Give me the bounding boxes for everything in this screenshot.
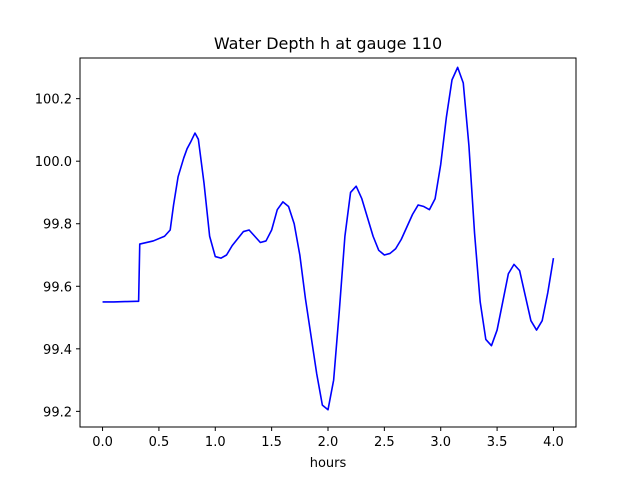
x-tick-label: 4.0	[543, 435, 564, 450]
x-tick-label: 2.5	[374, 435, 395, 450]
x-tick-label: 3.5	[487, 435, 508, 450]
y-tick-label: 99.8	[43, 218, 72, 233]
chart-title: Water Depth h at gauge 110	[214, 34, 442, 53]
x-axis-label: hours	[310, 456, 347, 471]
y-tick-label: 100.2	[35, 93, 72, 108]
y-tick-label: 99.2	[43, 405, 72, 420]
x-tick-label: 1.5	[261, 435, 282, 450]
x-tick-label: 0.0	[92, 435, 113, 450]
series-line-0	[102, 66, 555, 411]
y-tick-label: 99.4	[43, 343, 72, 358]
y-tick-label: 99.6	[43, 280, 72, 295]
y-tick-label: 100.0	[35, 155, 72, 170]
x-axis: 0.0 0.5 1.0 1.5 2.0 2.5 3.0 3.5 4.0	[92, 427, 564, 450]
x-tick-label: 3.0	[430, 435, 451, 450]
x-tick-label: 2.0	[318, 435, 339, 450]
x-tick-label: 0.5	[149, 435, 170, 450]
y-axis: 99.2 99.4 99.6 99.8 100.0 100.2	[35, 93, 80, 420]
x-tick-label: 1.0	[205, 435, 226, 450]
